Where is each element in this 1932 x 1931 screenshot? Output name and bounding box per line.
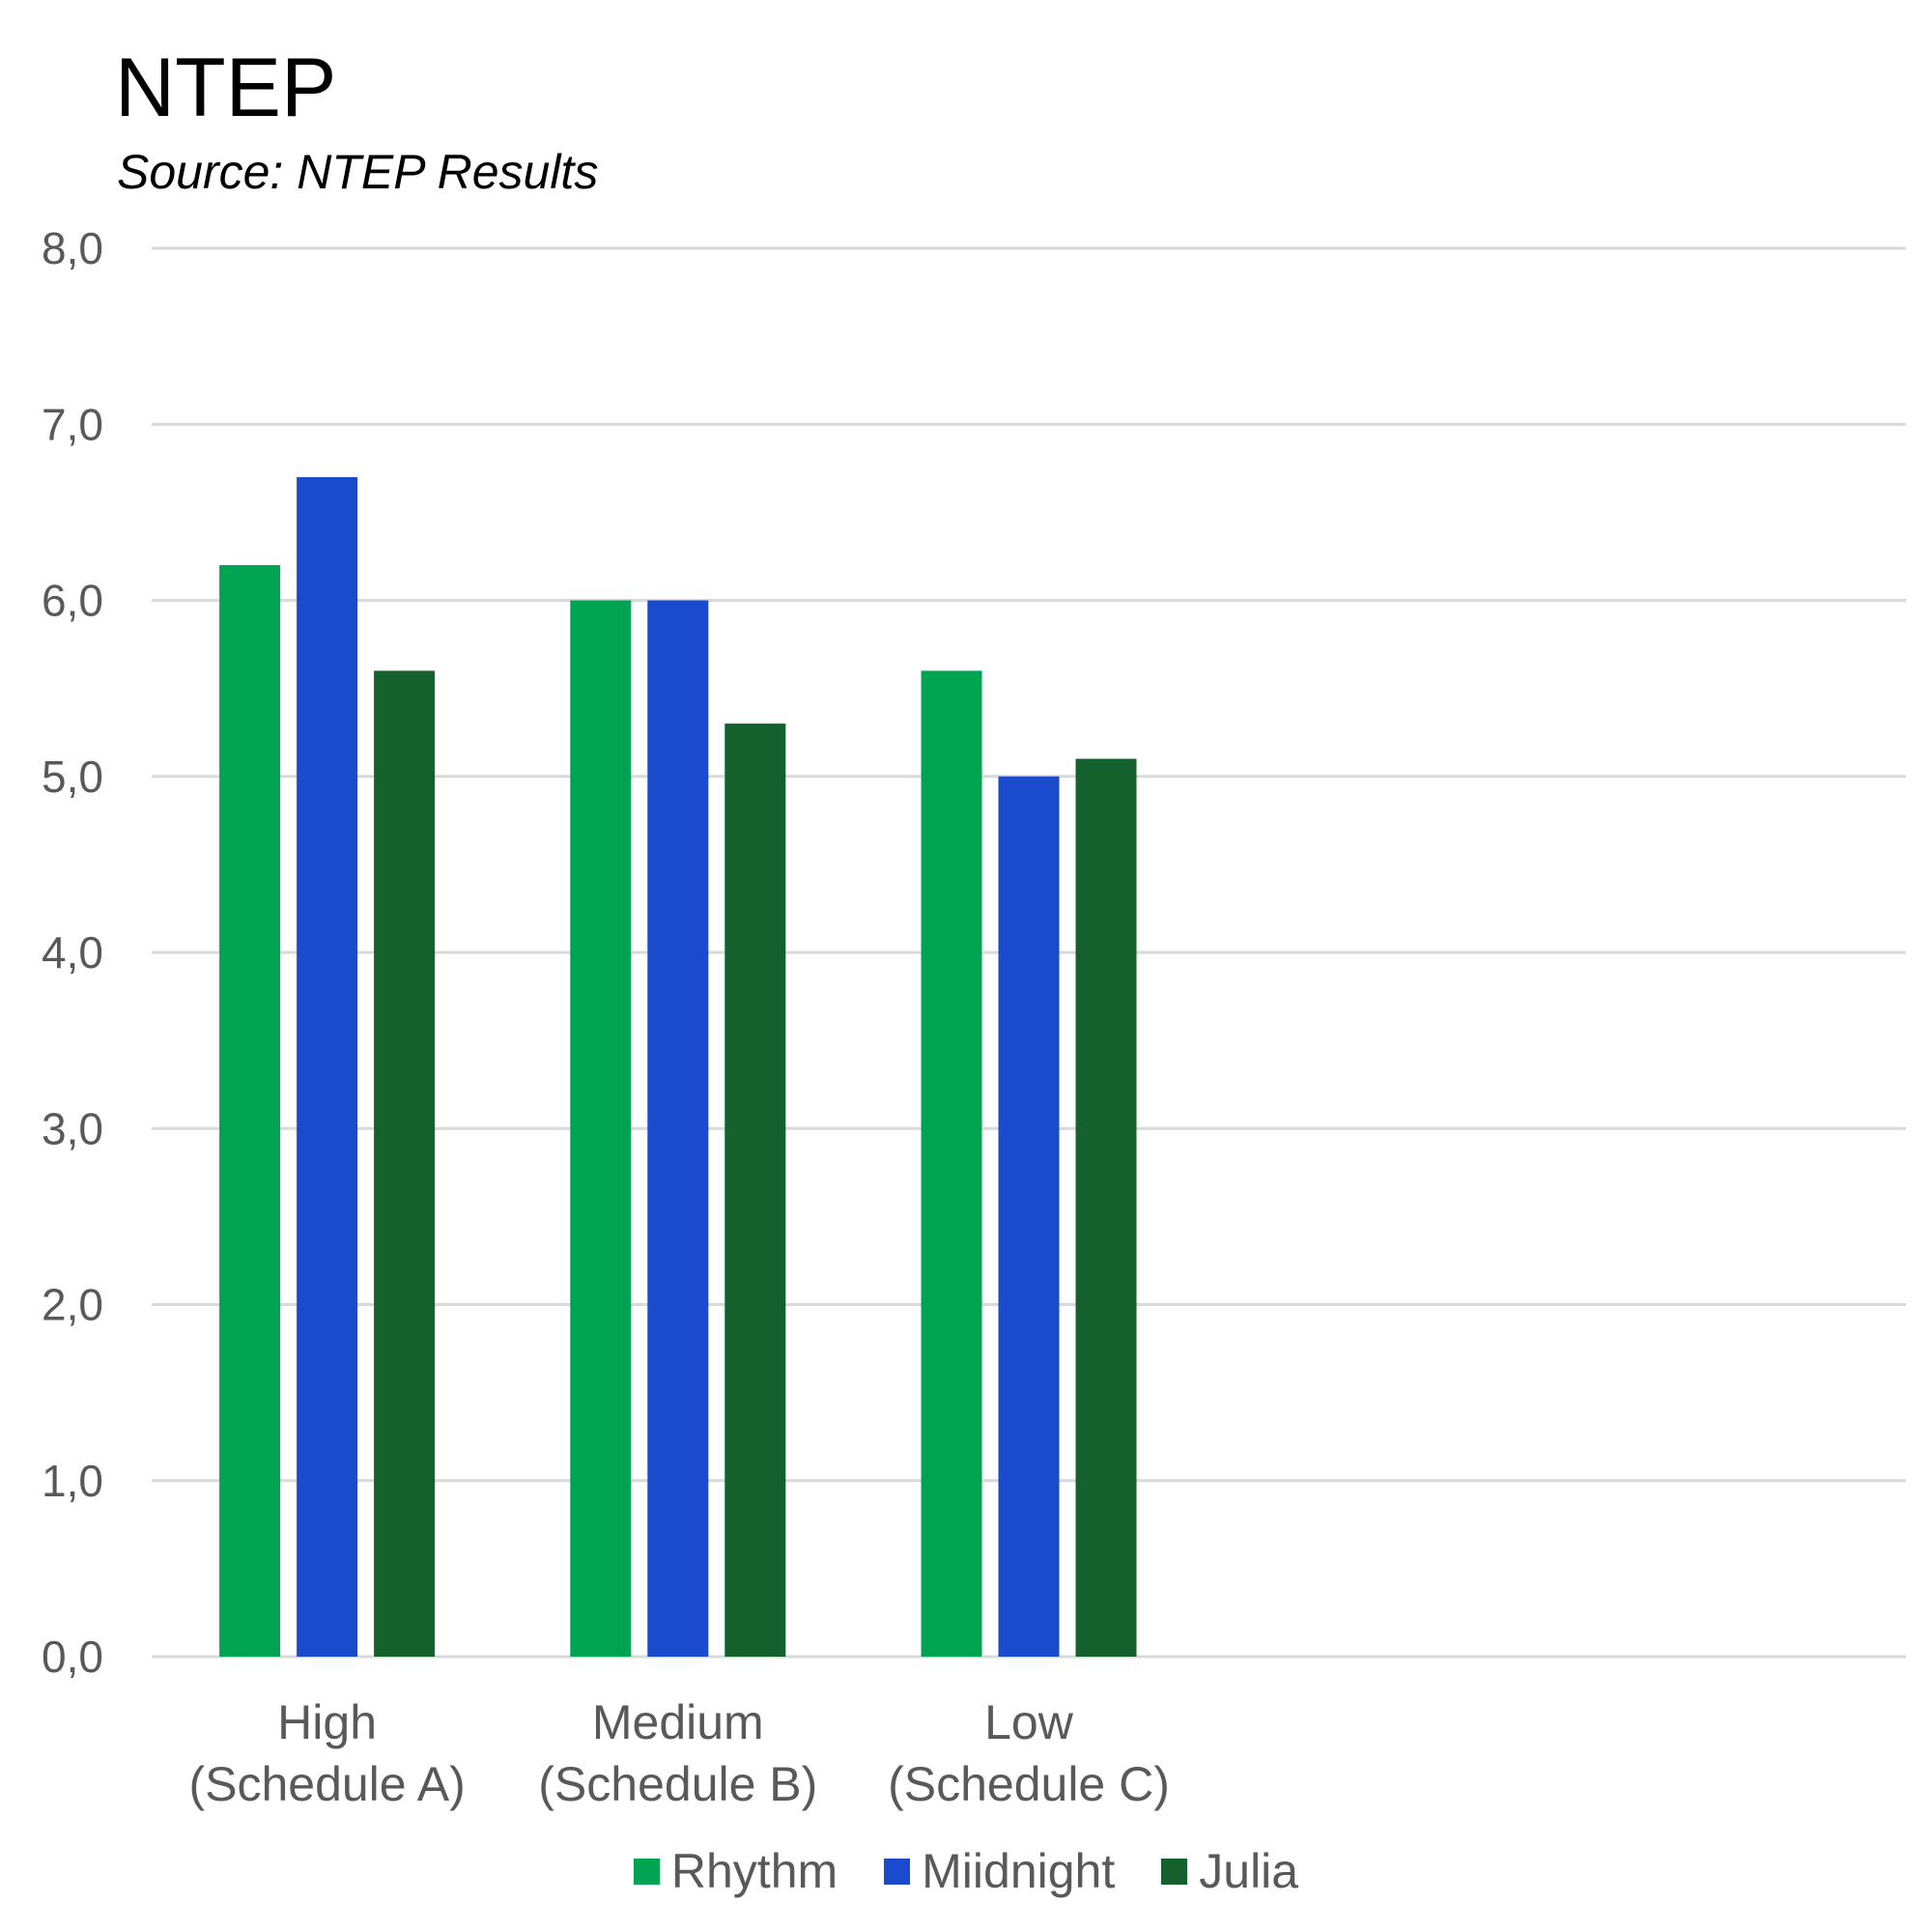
legend: Rhythm Miidnight Julia (0, 1847, 1932, 1895)
chart-title: NTEP (115, 42, 337, 134)
y-tick-label: 4,0 (42, 927, 103, 978)
bar-miidnight-0 (297, 476, 358, 1657)
bar-miidnight-2 (998, 776, 1060, 1657)
x-axis-category-labels: High (Schedule A) Medium (Schedule B) Low (Sc… (188, 1695, 1169, 1811)
y-tick-label: 3,0 (42, 1103, 103, 1153)
bar-julia-0 (374, 670, 436, 1657)
y-tick-label: 5,0 (42, 752, 103, 802)
x-category-label: Low (984, 1695, 1074, 1749)
y-tick-label: 1,0 (42, 1456, 103, 1506)
y-axis-tick-labels: 0,0 1,0 2,0 3,0 4,0 5,0 6,0 7,0 8,0 (42, 223, 103, 1682)
bar-julia-2 (1075, 758, 1137, 1657)
x-category-label: (Schedule C) (888, 1757, 1170, 1811)
legend-label-miidnight: Miidnight (922, 1844, 1116, 1898)
x-category-label: Medium (592, 1695, 764, 1749)
bar-rhythm-2 (921, 670, 982, 1657)
legend-item-miidnight: Miidnight (884, 1847, 1115, 1895)
legend-swatch-julia (1161, 1858, 1188, 1885)
x-category-label: (Schedule A) (188, 1757, 465, 1811)
bar-miidnight-1 (647, 600, 709, 1657)
legend-swatch-rhythm (633, 1858, 660, 1885)
x-category-label: High (277, 1695, 377, 1749)
chart-subtitle: Source: NTEP Results (117, 145, 599, 199)
bars (219, 476, 1137, 1657)
legend-item-rhythm: Rhythm (633, 1844, 838, 1898)
bar-rhythm-1 (570, 600, 632, 1657)
y-tick-label: 0,0 (42, 1632, 103, 1682)
bar-rhythm-0 (219, 565, 281, 1657)
y-tick-label: 2,0 (42, 1280, 103, 1330)
x-category-label: (Schedule B) (538, 1757, 817, 1811)
bar-julia-1 (724, 724, 786, 1657)
legend-swatch-miidnight (884, 1858, 911, 1885)
legend-label-julia: Julia (1199, 1844, 1299, 1898)
y-tick-label: 8,0 (42, 223, 103, 273)
y-tick-label: 6,0 (42, 576, 103, 626)
legend-item-julia: Julia (1161, 1847, 1298, 1895)
legend-label-rhythm: Rhythm (670, 1844, 838, 1898)
y-tick-label: 7,0 (42, 399, 103, 449)
